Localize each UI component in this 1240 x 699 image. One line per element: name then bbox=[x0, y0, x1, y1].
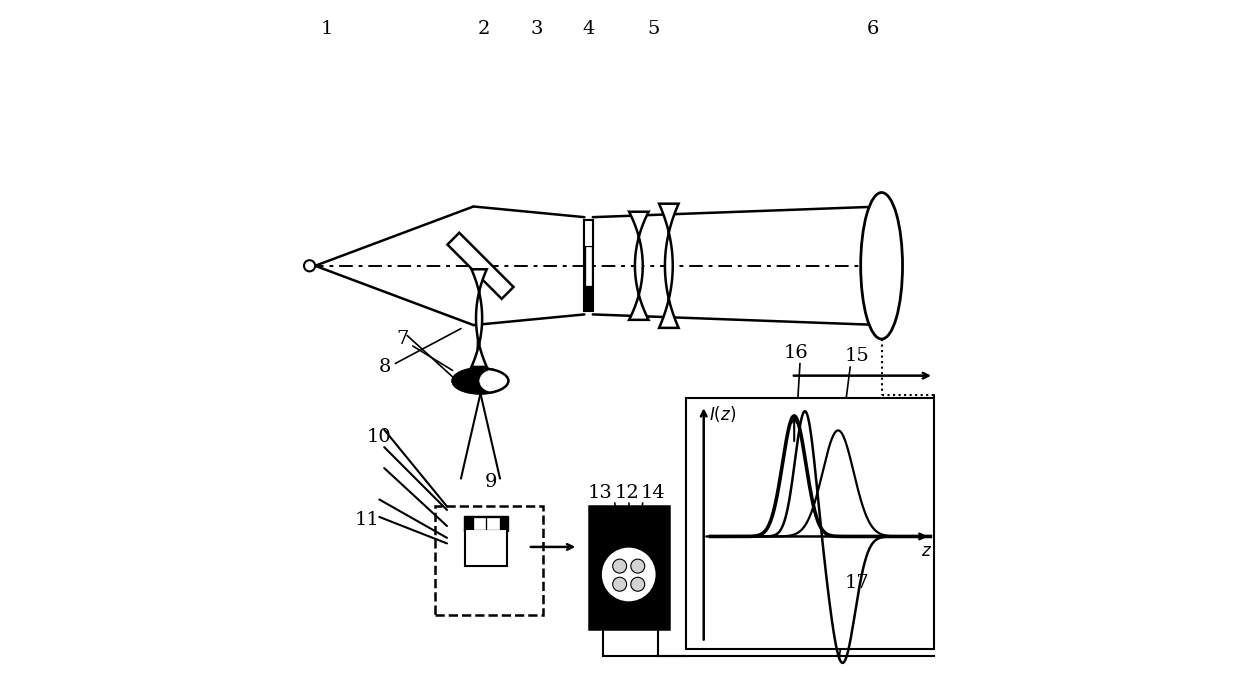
Circle shape bbox=[613, 577, 626, 591]
Bar bbox=[465, 529, 507, 565]
Circle shape bbox=[631, 559, 645, 573]
Bar bbox=[435, 507, 543, 614]
Text: $z$: $z$ bbox=[921, 543, 932, 561]
Polygon shape bbox=[629, 212, 649, 320]
Text: 3: 3 bbox=[529, 20, 543, 38]
Bar bbox=[585, 247, 591, 284]
Text: 2: 2 bbox=[477, 20, 490, 38]
Text: $I(z)$: $I(z)$ bbox=[709, 404, 737, 424]
Circle shape bbox=[304, 260, 315, 271]
Bar bbox=[584, 220, 593, 247]
Text: 12: 12 bbox=[615, 484, 640, 501]
Bar bbox=[464, 516, 508, 531]
Text: 13: 13 bbox=[588, 484, 613, 501]
Polygon shape bbox=[471, 269, 487, 367]
Text: 15: 15 bbox=[844, 347, 869, 366]
Circle shape bbox=[601, 547, 657, 603]
Ellipse shape bbox=[453, 368, 508, 394]
Bar bbox=[474, 518, 485, 528]
Polygon shape bbox=[448, 233, 513, 299]
Text: 16: 16 bbox=[784, 344, 808, 362]
Bar bbox=[487, 518, 498, 528]
Ellipse shape bbox=[861, 192, 903, 339]
Text: 4: 4 bbox=[583, 20, 595, 38]
Text: 1: 1 bbox=[321, 20, 334, 38]
Text: 17: 17 bbox=[844, 574, 869, 592]
Text: 11: 11 bbox=[355, 512, 379, 529]
Text: 10: 10 bbox=[367, 428, 392, 446]
Text: 5: 5 bbox=[647, 20, 660, 38]
Circle shape bbox=[631, 577, 645, 591]
Text: 9: 9 bbox=[485, 473, 497, 491]
Text: 14: 14 bbox=[641, 484, 666, 501]
Ellipse shape bbox=[480, 370, 510, 392]
Text: 6: 6 bbox=[867, 20, 879, 38]
Polygon shape bbox=[660, 203, 678, 328]
Bar bbox=[686, 398, 934, 649]
Text: 8: 8 bbox=[378, 358, 391, 376]
Text: 7: 7 bbox=[396, 330, 408, 348]
Bar bbox=[589, 507, 668, 628]
Circle shape bbox=[613, 559, 626, 573]
Bar bbox=[584, 220, 593, 311]
